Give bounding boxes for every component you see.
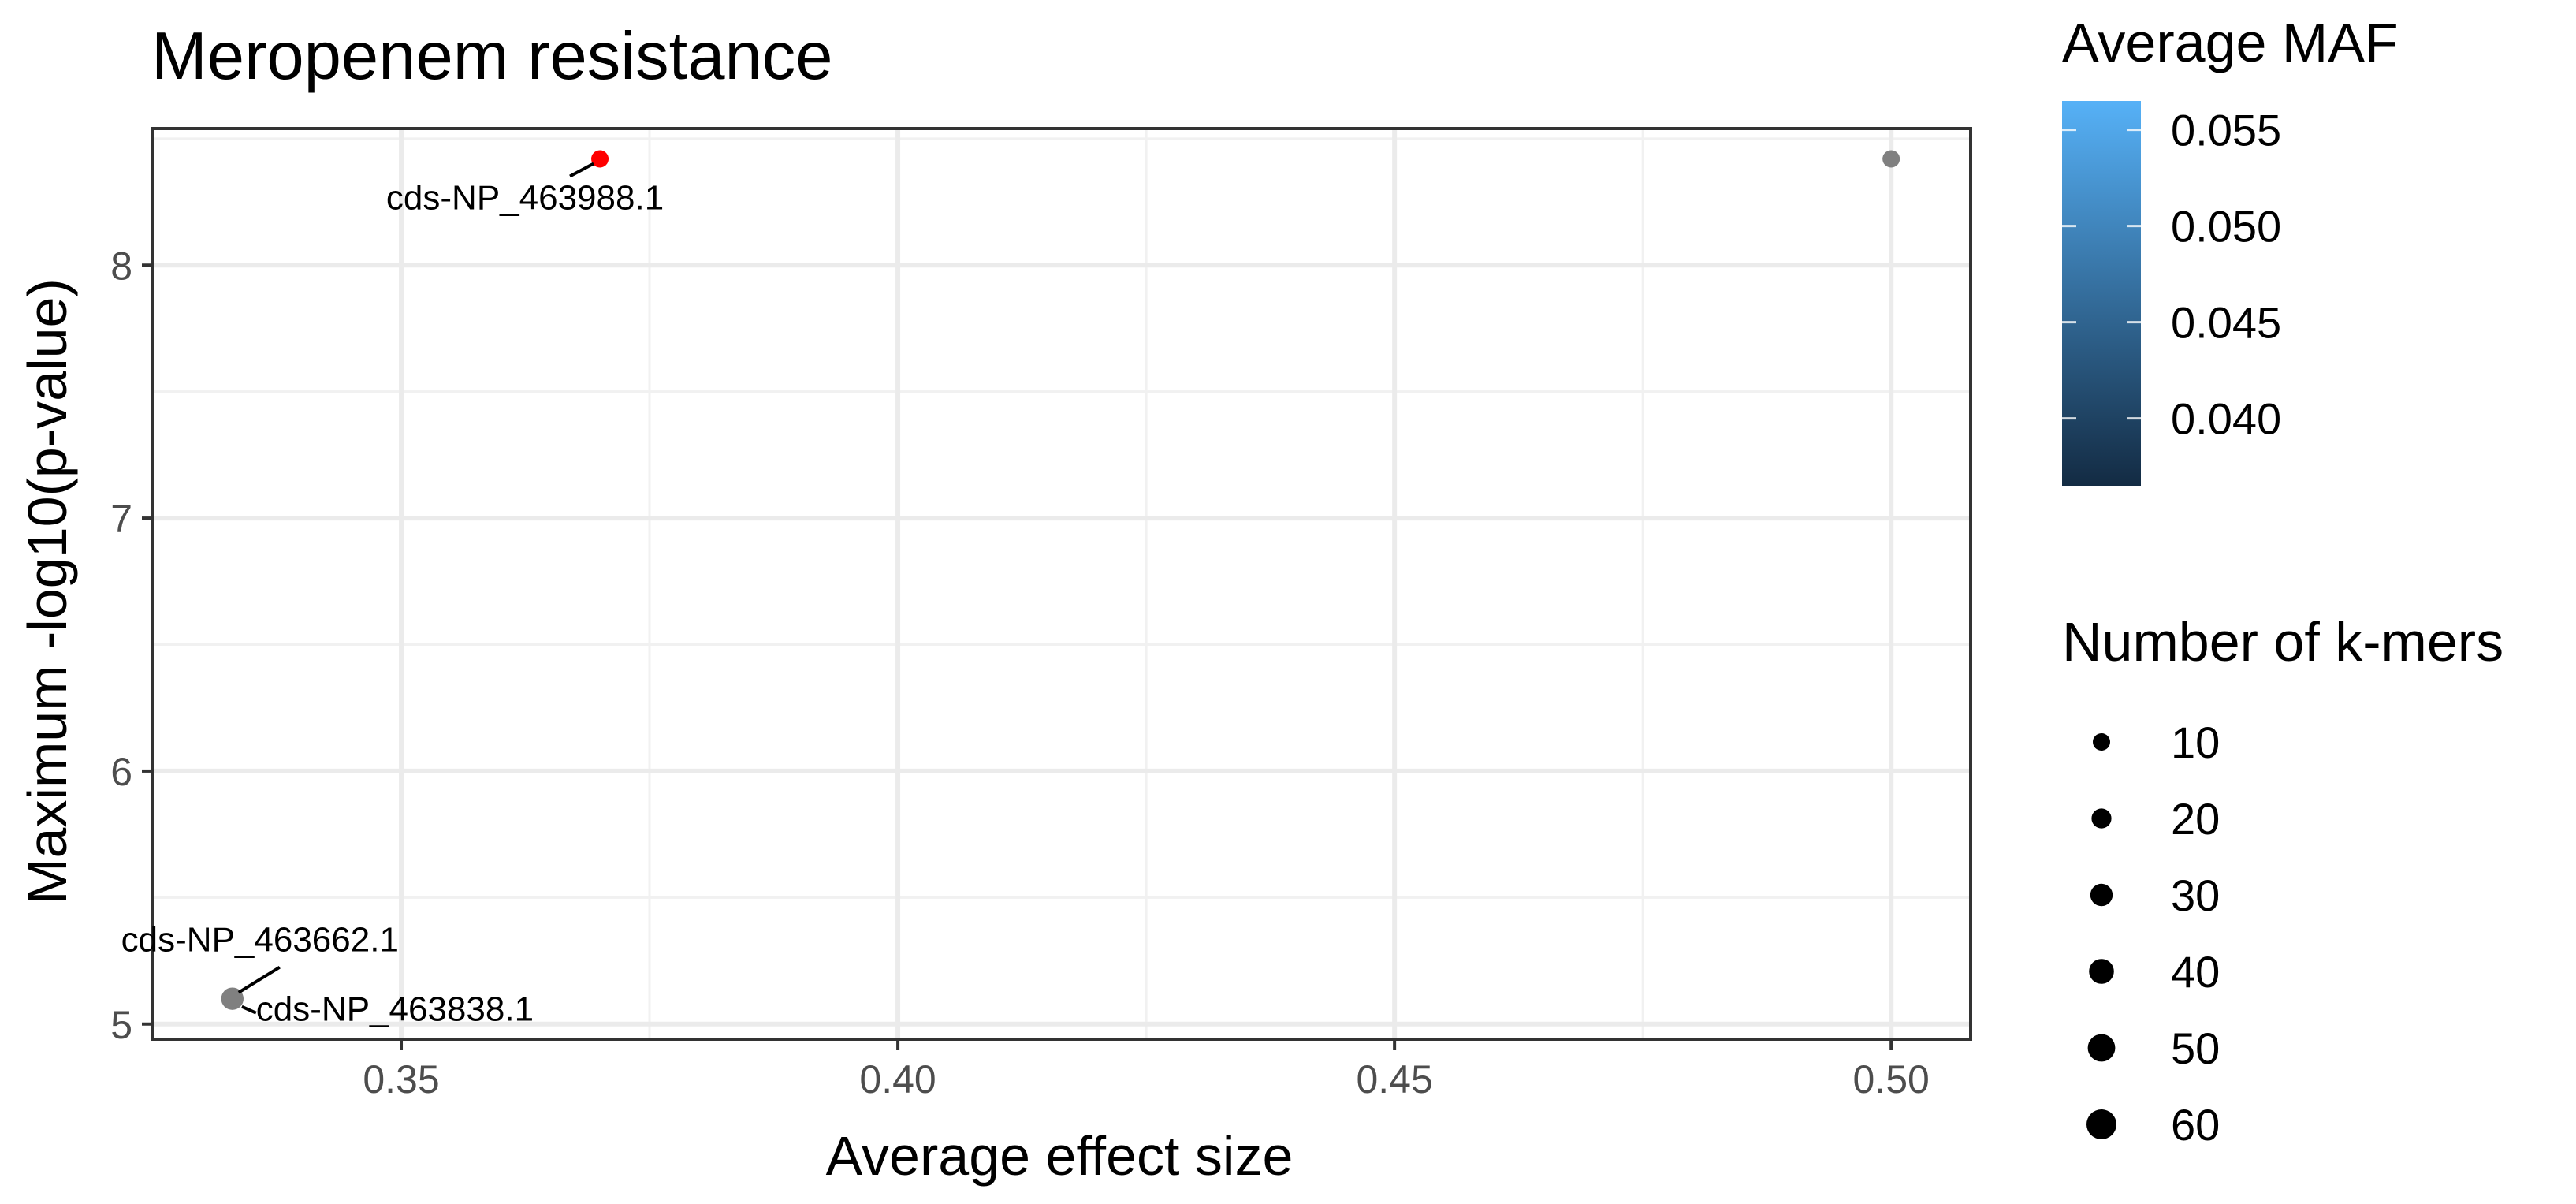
data-point: [1882, 150, 1900, 168]
color-legend-label: 0.055: [2171, 106, 2281, 155]
data-point: [591, 150, 609, 168]
size-legend: Number of k-mers 10 20 30 40 50 60: [2062, 611, 2503, 1150]
plot-panel: [151, 127, 1972, 1041]
x-axis-title: Average effect size: [826, 1125, 1294, 1187]
y-tick-label: 6: [110, 750, 132, 794]
x-axis: 0.35 0.40 0.45 0.50: [363, 1039, 1930, 1101]
label-leader-line: [240, 1005, 257, 1015]
color-legend-title: Average MAF: [2062, 12, 2399, 73]
y-axis: 5 6 7 8: [110, 244, 153, 1047]
point-label: cds-NP_463988.1: [386, 179, 664, 218]
size-legend-key: [2090, 883, 2113, 907]
size-legend-label: 10: [2171, 718, 2220, 767]
color-bar: [2062, 101, 2141, 486]
y-tick-label: 8: [110, 244, 132, 288]
size-legend-key: [2091, 808, 2112, 829]
size-legend-label: 20: [2171, 794, 2220, 844]
color-legend: Average MAF 0.055 0.050 0.045 0.040: [2062, 12, 2399, 486]
size-legend-label: 30: [2171, 870, 2220, 920]
x-tick-label: 0.35: [363, 1057, 439, 1101]
size-legend-key: [2089, 959, 2114, 984]
label-leader-line: [237, 965, 281, 994]
x-tick-label: 0.50: [1853, 1057, 1930, 1101]
label-leader-line: [569, 162, 594, 178]
x-tick-label: 0.45: [1356, 1057, 1432, 1101]
point-label: cds-NP_463662.1: [121, 921, 399, 960]
points-layer: cds-NP_463988.1 cds-NP_463662.1 cds-NP_463…: [121, 150, 1900, 1029]
point-label: cds-NP_463838.1: [256, 990, 534, 1029]
color-legend-label: 0.040: [2171, 394, 2281, 444]
size-legend-label: 60: [2171, 1100, 2220, 1150]
y-axis-title: Maximum -log10(p-value): [17, 278, 78, 904]
data-point: [221, 987, 244, 1010]
size-legend-title: Number of k-mers: [2062, 611, 2503, 673]
panel-border: [151, 127, 1972, 1041]
x-tick-label: 0.40: [859, 1057, 936, 1101]
y-tick-label: 5: [110, 1003, 132, 1047]
color-legend-label: 0.045: [2171, 298, 2281, 348]
size-legend-key: [2093, 733, 2110, 751]
size-legend-key: [2087, 1034, 2116, 1062]
chart-title: Meropenem resistance: [151, 19, 833, 94]
color-legend-label: 0.050: [2171, 202, 2281, 252]
size-legend-label: 40: [2171, 947, 2220, 997]
size-legend-key: [2086, 1109, 2116, 1139]
y-tick-label: 7: [110, 497, 132, 541]
size-legend-label: 50: [2171, 1023, 2220, 1073]
